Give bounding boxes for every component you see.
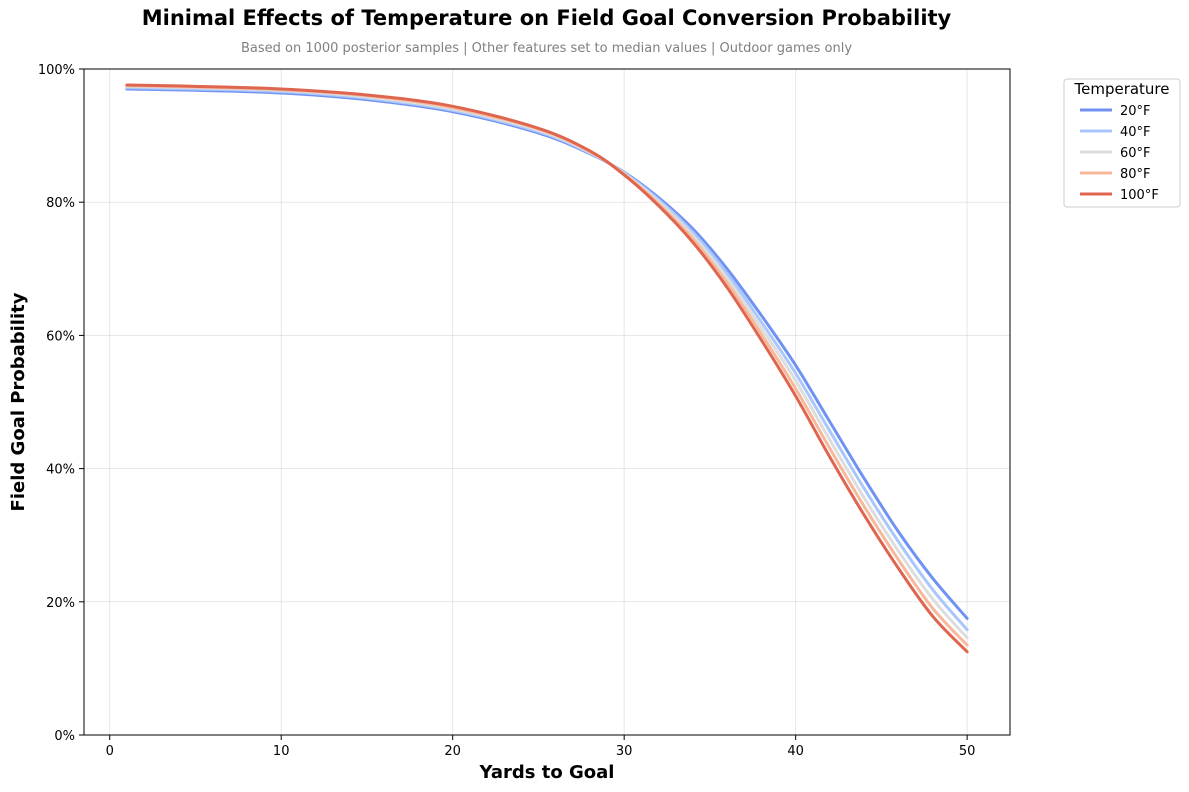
y-tick-label: 80% xyxy=(46,196,75,211)
legend-label-5: 100°F xyxy=(1120,188,1159,203)
chart-subtitle: Based on 1000 posterior samples | Other … xyxy=(240,41,853,56)
legend-label-2: 40°F xyxy=(1120,125,1151,140)
x-tick-label: 0 xyxy=(106,744,114,759)
legend-label-4: 80°F xyxy=(1120,167,1151,182)
series-line-2 xyxy=(125,86,969,632)
grid-lines xyxy=(84,68,1010,736)
legend-title: Temperature xyxy=(1073,80,1169,98)
x-tick-label: 20 xyxy=(444,744,461,759)
x-tick-label: 30 xyxy=(616,744,633,759)
axis-ticks: 0 10 20 30 40 50 0% 20% 40% 60% 80% 100% xyxy=(38,63,976,759)
y-tick-label: 40% xyxy=(46,463,75,478)
series-lines xyxy=(125,83,969,654)
y-axis-label: Field Goal Probability xyxy=(8,292,29,511)
y-tick-label: 60% xyxy=(46,329,75,344)
x-tick-label: 10 xyxy=(273,744,290,759)
x-axis-label: Yards to Goal xyxy=(479,762,615,783)
legend: Temperature 20°F 40°F 60°F 80°F 100°F xyxy=(1063,78,1181,208)
y-tick-label: 0% xyxy=(54,729,75,744)
chart-title: Minimal Effects of Temperature on Field … xyxy=(141,6,952,30)
y-tick-label: 100% xyxy=(38,63,75,78)
series-line-1 xyxy=(125,87,969,620)
x-tick-label: 40 xyxy=(787,744,804,759)
legend-items: 20°F 40°F 60°F 80°F 100°F xyxy=(1080,104,1159,203)
series-line-5 xyxy=(125,83,969,654)
x-tick-label: 50 xyxy=(959,744,976,759)
legend-label-1: 20°F xyxy=(1120,104,1151,119)
plot-frame xyxy=(83,68,1011,736)
y-tick-label: 20% xyxy=(46,596,75,611)
legend-label-3: 60°F xyxy=(1120,146,1151,161)
series-line-4 xyxy=(125,84,969,647)
series-line-3 xyxy=(125,84,969,640)
